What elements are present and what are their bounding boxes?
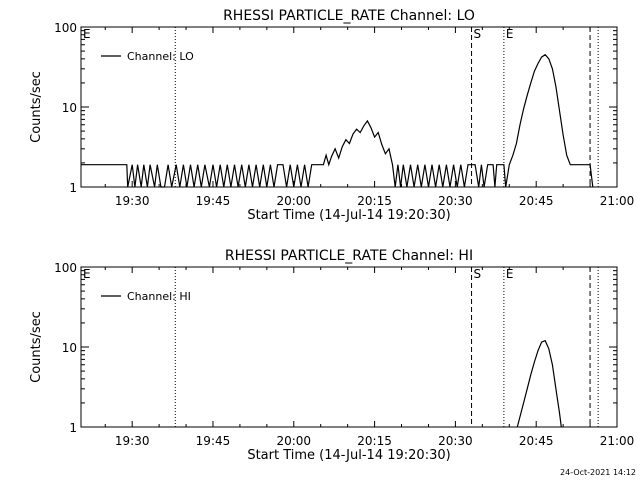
y-tick-label: 10 <box>62 101 77 115</box>
y-axis-label: Counts/sec <box>29 311 44 383</box>
x-tick-label: 20:45 <box>519 194 554 208</box>
x-tick-label: 20:45 <box>519 434 554 448</box>
x-tick-label: 19:45 <box>196 434 231 448</box>
y-tick-label: 1 <box>69 181 77 195</box>
series-line <box>81 53 594 188</box>
y-tick-label: 1 <box>69 421 77 435</box>
x-tick-label: 21:00 <box>600 194 635 208</box>
x-tick-label: 20:15 <box>357 194 392 208</box>
legend-label: Channel: LO <box>127 50 194 63</box>
x-tick-label: 19:30 <box>115 434 150 448</box>
x-tick-label: 20:30 <box>438 194 473 208</box>
y-tick-label: 100 <box>54 261 77 275</box>
panel-hi-channel: RHESSI PARTICLE_RATE Channel: HI 19:30 19:… <box>29 248 634 463</box>
x-tick-label: 20:00 <box>276 434 311 448</box>
marker-label: E <box>506 267 514 281</box>
legend-label: Channel: HI <box>127 290 191 303</box>
x-tick-label: 19:45 <box>196 194 231 208</box>
marker-label: E <box>506 27 514 41</box>
x-tick-label: 20:00 <box>276 194 311 208</box>
series-line <box>516 339 562 428</box>
footer-timestamp: 24-Oct-2021 14:12 <box>560 468 636 477</box>
chart-title: RHESSI PARTICLE_RATE Channel: HI <box>225 248 473 264</box>
y-tick-label: 100 <box>54 21 77 35</box>
marker-label: S <box>474 27 482 41</box>
x-axis-label: Start Time (14-Jul-14 19:20:30) <box>247 448 450 463</box>
x-tick-label: 20:30 <box>438 434 473 448</box>
marker-label: E <box>83 267 91 281</box>
marker-label: E <box>83 27 91 41</box>
x-axis-label: Start Time (14-Jul-14 19:20:30) <box>247 208 450 223</box>
x-tick-label: 19:30 <box>115 194 150 208</box>
chart-title: RHESSI PARTICLE_RATE Channel: LO <box>223 8 475 24</box>
panel-lo-channel: RHESSI PARTICLE_RATE Channel: LO 19:30 19:… <box>29 8 634 223</box>
y-axis-label: Counts/sec <box>29 71 44 143</box>
marker-label: S <box>474 267 482 281</box>
x-tick-label: 21:00 <box>600 434 635 448</box>
x-tick-label: 20:15 <box>357 434 392 448</box>
y-tick-label: 10 <box>62 341 77 355</box>
